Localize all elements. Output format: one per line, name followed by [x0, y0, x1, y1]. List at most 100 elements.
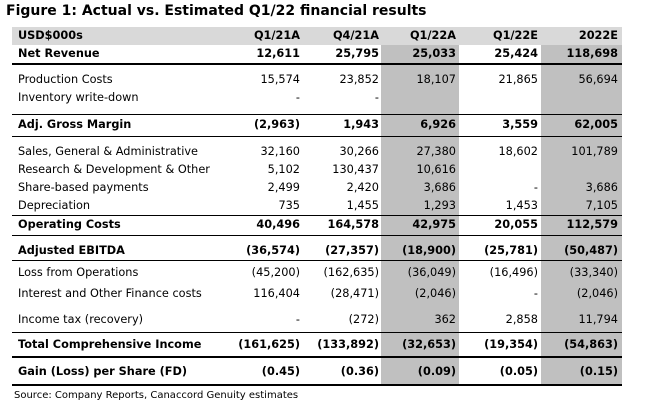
- row-value: (25,781): [484, 244, 538, 257]
- row-value: (0.45): [261, 365, 300, 378]
- row-value: -: [295, 313, 300, 326]
- row-label: Sales, General & Administrative: [18, 145, 198, 158]
- row-value: (0.05): [499, 365, 538, 378]
- row-value: 56,694: [578, 73, 618, 86]
- header-col-2022e: 2022E: [578, 29, 618, 42]
- header-label: USD$000s: [18, 29, 83, 42]
- row-value: 118,698: [566, 47, 618, 60]
- row-value: (28,471): [330, 287, 379, 300]
- row-value: 1,455: [346, 199, 379, 212]
- header-col-q1-21a: Q1/21A: [253, 29, 300, 42]
- header-col-q1-22e: Q1/22E: [492, 29, 538, 42]
- table-row: Operating Costs 40,496 164,578 42,975 20…: [12, 216, 622, 234]
- row-value: 112,579: [566, 218, 618, 231]
- table-row: Interest and Other Finance costs 116,404…: [12, 285, 622, 303]
- row-value: (161,625): [238, 338, 300, 351]
- row-value: -: [533, 181, 538, 194]
- row-value: 3,686: [585, 181, 618, 194]
- row-value: 10,616: [416, 163, 456, 176]
- header-col-q1-22a: Q1/22A: [409, 29, 456, 42]
- row-value: 62,005: [574, 118, 618, 131]
- table-row: Inventory write-down - -: [12, 89, 622, 107]
- row-value: 27,380: [416, 145, 456, 158]
- row-value: 5,102: [267, 163, 300, 176]
- table-row: Share-based payments 2,499 2,420 3,686 -…: [12, 179, 622, 197]
- source-note: Source: Company Reports, Canaccord Genui…: [14, 390, 299, 401]
- row-value: 11,794: [578, 313, 618, 326]
- row-value: 1,293: [423, 199, 456, 212]
- row-value: [381, 89, 456, 107]
- row-value: 3,559: [502, 118, 538, 131]
- row-value: 1,943: [343, 118, 379, 131]
- row-value: 164,578: [327, 218, 379, 231]
- table-row: Adj. Gross Margin (2,963) 1,943 6,926 3,…: [12, 116, 622, 134]
- row-label: Share-based payments: [18, 181, 149, 194]
- row-value: 40,496: [256, 218, 300, 231]
- row-value: (2,963): [253, 118, 300, 131]
- table-row: Loss from Operations (45,200) (162,635) …: [12, 264, 622, 282]
- highlight-column-q1-22a: [381, 27, 459, 386]
- highlight-column-2022e: [541, 27, 622, 386]
- divider: [12, 384, 622, 386]
- table-row: Total Comprehensive Income (161,625) (13…: [12, 336, 622, 354]
- row-value: (45,200): [251, 266, 300, 279]
- row-value: (27,357): [325, 244, 379, 257]
- row-label: Gain (Loss) per Share (FD): [18, 365, 188, 378]
- row-value: 15,574: [260, 73, 300, 86]
- row-value: 2,858: [505, 313, 538, 326]
- table-row: Research & Development & Other 5,102 130…: [12, 161, 622, 179]
- row-value: 42,975: [412, 218, 456, 231]
- row-value: -: [374, 91, 379, 104]
- row-value: (32,653): [402, 338, 456, 351]
- row-value: 130,437: [332, 163, 379, 176]
- row-value: (2,046): [576, 287, 618, 300]
- table-row: Income tax (recovery) - (272) 362 2,858 …: [12, 311, 622, 329]
- table-row: Sales, General & Administrative 32,160 3…: [12, 143, 622, 161]
- row-value: 101,789: [571, 145, 618, 158]
- divider: [12, 332, 622, 333]
- row-value: (162,635): [323, 266, 379, 279]
- table-row: Gain (Loss) per Share (FD) (0.45) (0.36)…: [12, 363, 622, 381]
- row-value: 32,160: [260, 145, 300, 158]
- row-value: 6,926: [420, 118, 456, 131]
- row-value: (2,046): [414, 287, 456, 300]
- row-value: [541, 161, 618, 179]
- divider: [12, 235, 622, 236]
- row-value: 7,105: [585, 199, 618, 212]
- table-row: Depreciation 735 1,455 1,293 1,453 7,105: [12, 197, 622, 215]
- row-value: (33,340): [569, 266, 618, 279]
- row-label: Interest and Other Finance costs: [18, 287, 202, 300]
- table-header-row: USD$000s Q1/21A Q4/21A Q1/22A Q1/22E 202…: [12, 27, 622, 45]
- row-label: Operating Costs: [18, 218, 121, 231]
- row-value: (36,574): [246, 244, 300, 257]
- row-value: 2,499: [267, 181, 300, 194]
- row-value: (54,863): [564, 338, 618, 351]
- row-label: Income tax (recovery): [18, 313, 144, 326]
- divider: [12, 260, 622, 261]
- row-value: -: [533, 287, 538, 300]
- row-value: [460, 161, 538, 179]
- row-value: [460, 89, 538, 107]
- row-label: Inventory write-down: [18, 91, 139, 104]
- row-label: Adj. Gross Margin: [18, 118, 132, 131]
- row-value: 12,611: [256, 47, 300, 60]
- row-value: 21,865: [498, 73, 538, 86]
- row-value: (36,049): [407, 266, 456, 279]
- row-value: (0.15): [579, 365, 618, 378]
- row-label: Loss from Operations: [18, 266, 139, 279]
- header-col-q4-21a: Q4/21A: [332, 29, 379, 42]
- row-value: (19,354): [484, 338, 538, 351]
- row-value: 18,107: [416, 73, 456, 86]
- figure-title: Figure 1: Actual vs. Estimated Q1/22 fin…: [6, 3, 427, 19]
- row-value: 25,795: [335, 47, 379, 60]
- row-label: Production Costs: [18, 73, 113, 86]
- row-value: 1,453: [505, 199, 538, 212]
- row-label: Total Comprehensive Income: [18, 338, 202, 351]
- row-label: Net Revenue: [18, 47, 100, 60]
- divider: [12, 114, 622, 115]
- row-value: 25,033: [412, 47, 456, 60]
- divider: [12, 356, 622, 358]
- row-value: 23,852: [339, 73, 379, 86]
- divider: [12, 136, 622, 137]
- table-row: Production Costs 15,574 23,852 18,107 21…: [12, 71, 622, 89]
